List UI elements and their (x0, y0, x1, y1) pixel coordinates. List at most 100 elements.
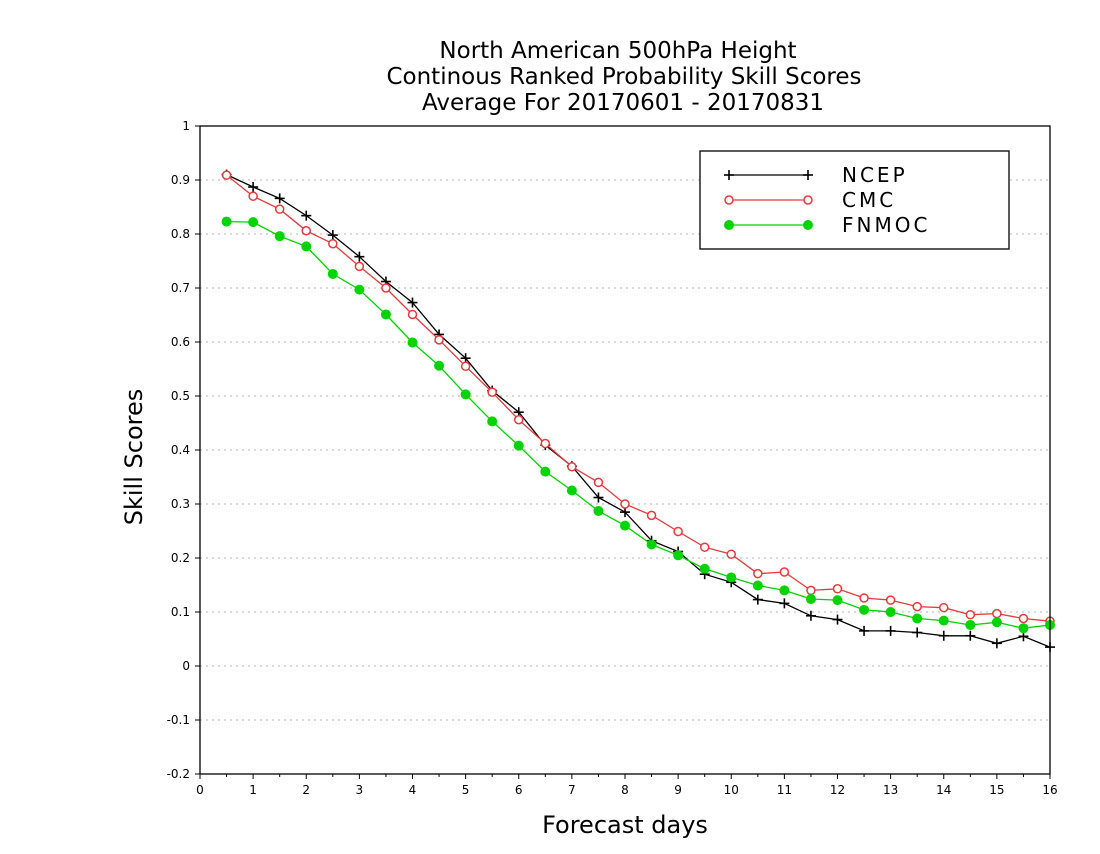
fnmoc-point (885, 607, 896, 617)
ncep-point (938, 630, 949, 641)
legend-fnmoc-point (724, 220, 734, 230)
fnmoc-point (221, 216, 232, 227)
fnmoc-point (460, 389, 471, 400)
cmc-point (328, 238, 338, 249)
cmc-point (779, 567, 790, 577)
y-tick-label: -0.2 (167, 767, 190, 781)
ncep-point (752, 594, 763, 605)
cmc-point (354, 261, 365, 272)
legend-cmc-point (724, 195, 734, 205)
ncep-point (274, 193, 285, 204)
fnmoc-point (380, 309, 391, 320)
cmc-point (274, 204, 285, 214)
fnmoc-point (513, 440, 524, 451)
legend-cmc-point (803, 195, 813, 205)
cmc-point (301, 226, 311, 236)
x-tick-label: 16 (1042, 783, 1057, 797)
legend-ncep-point (724, 170, 734, 180)
cmc-point (620, 499, 630, 509)
x-tick-label: 8 (621, 783, 629, 797)
fnmoc-point (805, 594, 816, 605)
fnmoc-point (407, 337, 418, 348)
fnmoc-point (274, 231, 285, 242)
ncep-point (779, 598, 790, 609)
cmc-point (699, 542, 710, 552)
series-cmc (221, 170, 1055, 626)
ncep-point (354, 251, 365, 262)
x-tick-label: 10 (724, 783, 739, 797)
x-tick-label: 14 (936, 783, 951, 797)
x-tick-label: 7 (568, 783, 576, 797)
legend-cmc-label: CMC (842, 188, 896, 212)
x-tick-label: 15 (989, 783, 1004, 797)
cmc-point (885, 595, 896, 605)
fnmoc-point (434, 360, 445, 371)
ncep-point (965, 630, 976, 641)
ncep-point (301, 210, 312, 221)
ncep-point (407, 297, 418, 308)
series-fnmoc (221, 216, 1055, 634)
fnmoc-point (354, 284, 365, 295)
chart-title-line-1: North American 500hPa Height (439, 38, 796, 64)
cmc-point (939, 602, 949, 613)
cmc-point (460, 361, 471, 372)
fnmoc-point (859, 604, 870, 615)
ncep-point (991, 638, 1002, 649)
cmc-point (221, 170, 232, 180)
legend-ncep-point (803, 170, 813, 180)
y-tick-label: 1 (182, 119, 190, 133)
fnmoc-point (779, 585, 790, 596)
ncep-point (832, 614, 843, 625)
cmc-point (646, 510, 657, 521)
fnmoc-point (1018, 623, 1029, 634)
cmc-point (859, 593, 869, 603)
legend-ncep-label: NCEP (842, 163, 908, 187)
fnmoc-point (248, 217, 259, 228)
fnmoc-point (832, 595, 843, 606)
fnmoc-point (566, 485, 577, 496)
fnmoc-point (752, 580, 763, 591)
cmc-point (965, 609, 976, 620)
cmc-point (832, 584, 843, 594)
cmc-point (1018, 613, 1029, 624)
fnmoc-point (487, 416, 498, 427)
y-tick-label: 0.7 (171, 281, 190, 295)
x-tick-label: 6 (515, 783, 523, 797)
fnmoc-point (301, 241, 312, 252)
x-tick-label: 2 (302, 783, 310, 797)
fnmoc-point (938, 615, 949, 626)
gridlines (200, 179, 1050, 721)
x-tick-label: 12 (830, 783, 845, 797)
cmc-point (567, 461, 577, 472)
cmc-point (381, 283, 391, 293)
fnmoc-point (327, 268, 338, 279)
x-tick-label: 4 (409, 783, 417, 797)
fnmoc-point (593, 506, 604, 517)
y-tick-label: -0.1 (167, 713, 190, 727)
x-tick-label: 3 (356, 783, 364, 797)
cmc-point (514, 415, 524, 425)
cmc-point (912, 601, 922, 612)
cmc-point (248, 191, 258, 201)
x-tick-label: 1 (249, 783, 257, 797)
cmc-point (806, 585, 816, 596)
x-axis-label: Forecast days (542, 811, 708, 839)
y-tick-label: 0.2 (171, 551, 190, 565)
y-tick-label: 0.3 (171, 497, 190, 511)
fnmoc-point (673, 550, 684, 561)
plot-area-frame (199, 125, 1051, 775)
y-tick-label: 0.1 (171, 605, 190, 619)
x-tick-label: 5 (462, 783, 470, 797)
ncep-point (805, 610, 816, 621)
cmc-point (540, 438, 551, 449)
y-tick-label: 0.6 (171, 335, 190, 349)
cmc-point (673, 526, 683, 537)
fnmoc-point (912, 613, 923, 624)
y-tick-label: 0.9 (171, 173, 190, 187)
fnmoc-point (726, 572, 737, 583)
cmc-point (593, 477, 604, 488)
ncep-point (248, 182, 259, 193)
fnmoc-point (646, 539, 657, 550)
